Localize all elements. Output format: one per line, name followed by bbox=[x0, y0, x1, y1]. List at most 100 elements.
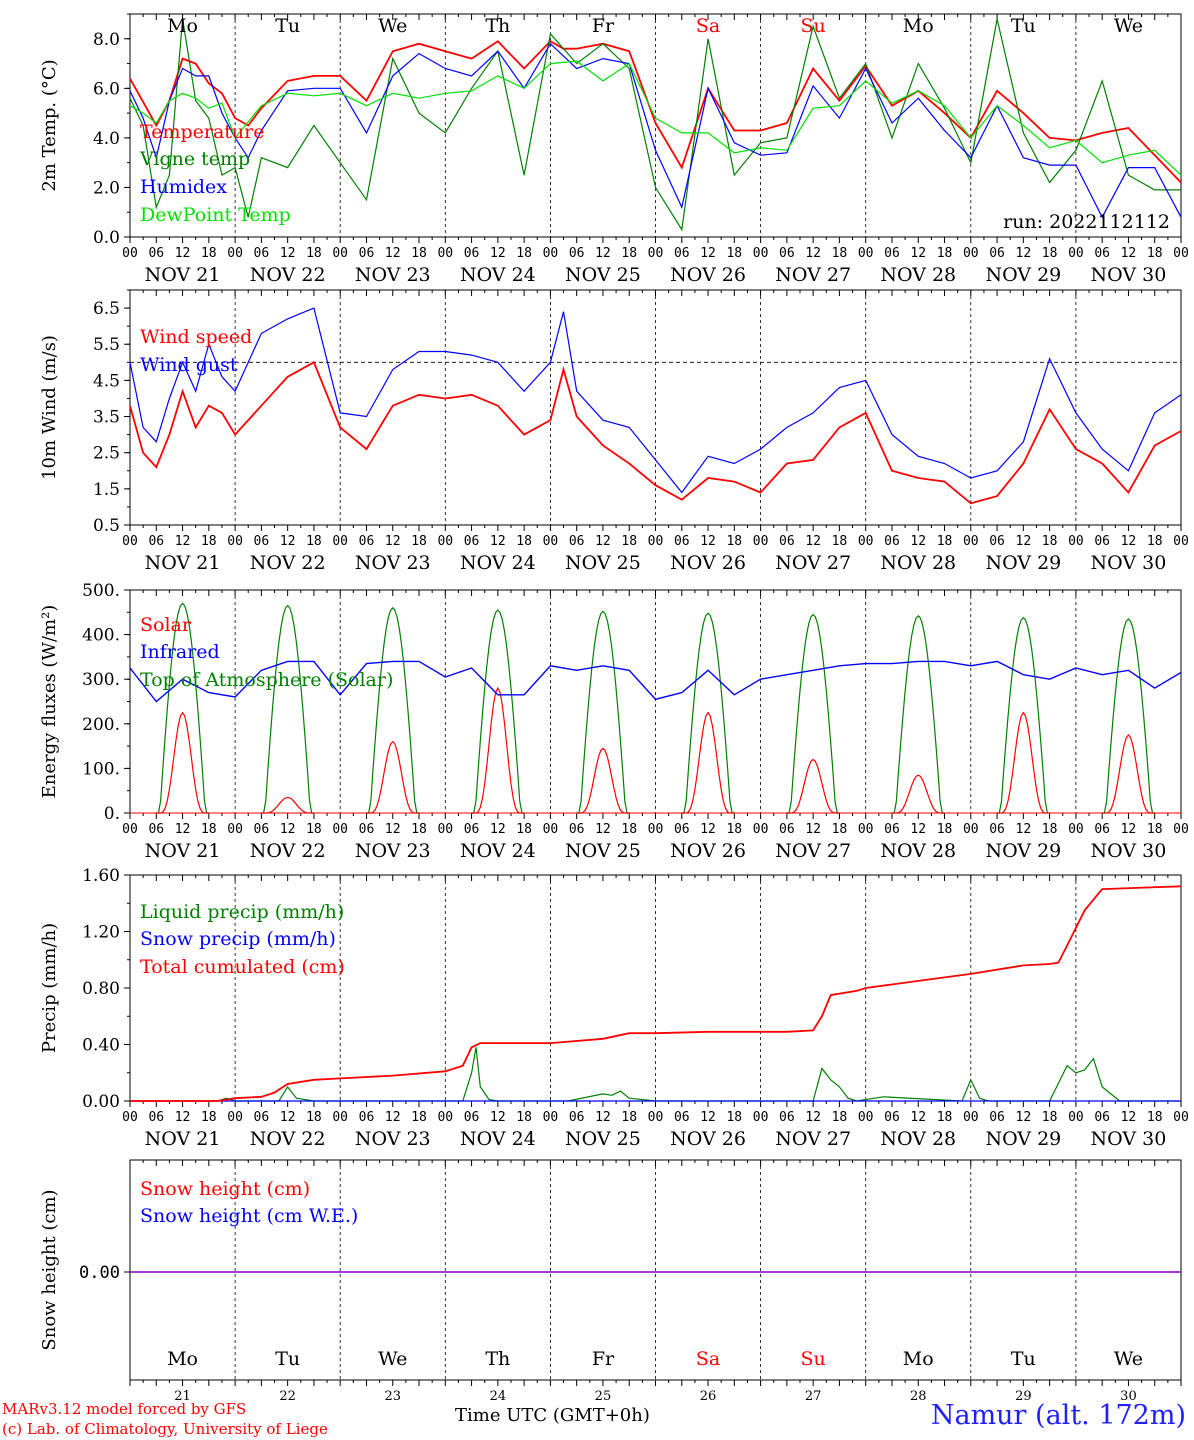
hour-tick-label: 12 bbox=[1016, 822, 1032, 837]
y-tick-label: 2.0 bbox=[93, 178, 120, 198]
hour-tick-label: 12 bbox=[595, 822, 611, 837]
solar-curve bbox=[576, 747, 630, 814]
y-tick-label: 4.5 bbox=[93, 371, 120, 391]
hour-tick-label: 12 bbox=[700, 534, 716, 549]
solar-curve bbox=[1102, 734, 1155, 814]
hour-tick-label: 12 bbox=[385, 1110, 401, 1125]
y-tick-label: 1.5 bbox=[93, 480, 120, 500]
series-line-infrared bbox=[129, 660, 1182, 703]
y-tick-label: 0.00 bbox=[79, 1263, 120, 1283]
hour-tick-label: 00 bbox=[1068, 1110, 1084, 1125]
date-label: NOV 29 bbox=[985, 840, 1061, 862]
date-label: NOV 26 bbox=[670, 264, 746, 286]
hour-tick-label: 18 bbox=[1147, 534, 1163, 549]
hour-tick-label: 06 bbox=[884, 534, 900, 549]
model-credit: MARv3.12 model forced by GFS bbox=[2, 1400, 247, 1418]
hour-tick-label: 00 bbox=[1173, 1110, 1189, 1125]
hour-tick-label: 00 bbox=[122, 822, 138, 837]
panel-snow bbox=[124, 1159, 1182, 1386]
hour-tick-label: 18 bbox=[726, 534, 742, 549]
hour-tick-label: 12 bbox=[280, 246, 296, 261]
hour-tick-label: 00 bbox=[227, 1110, 243, 1125]
weekday-label: Th bbox=[485, 15, 510, 37]
hour-tick-label: 00 bbox=[963, 534, 979, 549]
date-label: NOV 23 bbox=[355, 552, 431, 574]
series-line-dewpoint-temp bbox=[129, 60, 1182, 176]
solar-curve bbox=[892, 774, 945, 814]
hour-tick-label: 00 bbox=[543, 1110, 559, 1125]
y-tick-label: 100. bbox=[82, 759, 120, 779]
solar-curve bbox=[681, 711, 735, 814]
series-line-wind-speed bbox=[129, 361, 1182, 505]
hour-tick-label: 12 bbox=[490, 246, 506, 261]
y-tick-label: 500. bbox=[82, 581, 120, 601]
hour-tick-label: 06 bbox=[569, 534, 585, 549]
hour-tick-label: 06 bbox=[884, 822, 900, 837]
date-label: NOV 23 bbox=[355, 1128, 431, 1150]
hour-tick-label: 18 bbox=[621, 246, 637, 261]
date-label: NOV 22 bbox=[250, 1128, 326, 1150]
date-label: NOV 25 bbox=[565, 264, 641, 286]
legend-entry: Liquid precip (mm/h) bbox=[140, 901, 344, 923]
hour-tick-label: 12 bbox=[805, 534, 821, 549]
plot-frame bbox=[129, 589, 1182, 814]
date-label: NOV 26 bbox=[670, 552, 746, 574]
day-number-label: 22 bbox=[279, 1389, 296, 1404]
hour-tick-label: 18 bbox=[411, 822, 427, 837]
hour-tick-label: 12 bbox=[280, 534, 296, 549]
y-tick-label: 2.5 bbox=[93, 444, 120, 464]
hour-tick-label: 06 bbox=[989, 246, 1005, 261]
weekday-label: We bbox=[1114, 15, 1143, 37]
hour-tick-label: 00 bbox=[543, 534, 559, 549]
hour-tick-label: 18 bbox=[937, 534, 953, 549]
hour-tick-label: 18 bbox=[1147, 822, 1163, 837]
y-tick-label: 3.5 bbox=[93, 408, 120, 428]
hour-tick-label: 00 bbox=[543, 822, 559, 837]
hour-tick-label: 12 bbox=[805, 246, 821, 261]
hour-tick-label: 18 bbox=[516, 534, 532, 549]
hour-tick-label: 18 bbox=[1147, 246, 1163, 261]
hour-tick-label: 18 bbox=[516, 1110, 532, 1125]
hour-tick-label: 18 bbox=[1042, 534, 1058, 549]
legend-entry: Humidex bbox=[140, 176, 227, 198]
hour-tick-label: 06 bbox=[359, 822, 375, 837]
hour-tick-label: 06 bbox=[1094, 822, 1110, 837]
hour-tick-label: 06 bbox=[569, 246, 585, 261]
date-label: NOV 21 bbox=[145, 840, 221, 862]
series-line-vigne-temp bbox=[129, 18, 1181, 232]
y-tick-label: 0.40 bbox=[82, 1036, 120, 1056]
toa-solar-arc bbox=[681, 612, 735, 814]
weekday-label: Mo bbox=[167, 15, 198, 37]
date-label: NOV 24 bbox=[460, 840, 536, 862]
hour-tick-label: 00 bbox=[1173, 246, 1189, 261]
hour-tick-label: 06 bbox=[359, 1110, 375, 1125]
date-label: NOV 24 bbox=[460, 552, 536, 574]
hour-tick-label: 18 bbox=[832, 534, 848, 549]
hour-tick-label: 18 bbox=[411, 534, 427, 549]
date-label: NOV 25 bbox=[565, 840, 641, 862]
date-label: NOV 22 bbox=[250, 840, 326, 862]
hour-tick-label: 12 bbox=[1121, 1110, 1137, 1125]
date-label: NOV 22 bbox=[250, 552, 326, 574]
legend-entry: Snow height (cm W.E.) bbox=[140, 1205, 358, 1227]
hour-tick-label: 06 bbox=[1094, 1110, 1110, 1125]
hour-tick-label: 12 bbox=[280, 822, 296, 837]
hour-tick-label: 18 bbox=[832, 822, 848, 837]
hour-tick-label: 12 bbox=[595, 534, 611, 549]
hour-tick-label: 12 bbox=[700, 822, 716, 837]
hour-tick-label: 00 bbox=[1173, 534, 1189, 549]
hour-tick-label: 00 bbox=[1173, 822, 1189, 837]
hour-tick-label: 00 bbox=[437, 1110, 453, 1125]
legend-entry: Snow precip (mm/h) bbox=[140, 928, 336, 950]
hour-tick-label: 18 bbox=[726, 246, 742, 261]
hour-tick-label: 06 bbox=[148, 822, 164, 837]
hour-tick-label: 00 bbox=[332, 1110, 348, 1125]
hour-tick-label: 06 bbox=[779, 822, 795, 837]
hour-tick-label: 18 bbox=[306, 1110, 322, 1125]
hour-tick-label: 12 bbox=[910, 246, 926, 261]
legend-entry: Vigne temp bbox=[139, 148, 250, 170]
hour-tick-label: 00 bbox=[648, 534, 664, 549]
hour-tick-label: 12 bbox=[490, 1110, 506, 1125]
y-tick-label: 5.5 bbox=[93, 335, 120, 355]
